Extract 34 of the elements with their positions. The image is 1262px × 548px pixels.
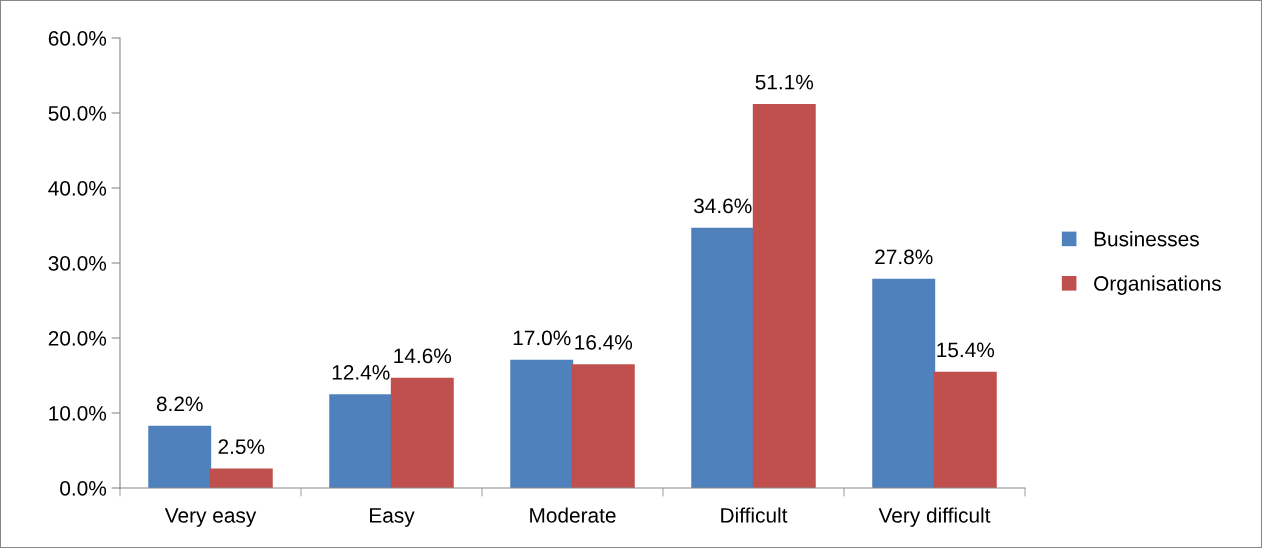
legend-label: Organisations bbox=[1094, 275, 1221, 295]
x-tick-label: Difficult bbox=[721, 507, 788, 523]
data-label: 17.0% bbox=[513, 330, 571, 346]
data-label: 12.4% bbox=[332, 365, 390, 380]
data-label: 14.6% bbox=[394, 348, 452, 364]
x-tick-label: Very easy bbox=[164, 508, 257, 527]
bar bbox=[872, 278, 936, 488]
data-label: 15.4% bbox=[937, 342, 995, 358]
bar bbox=[933, 371, 997, 488]
data-label: 8.2% bbox=[156, 396, 203, 412]
data-label: 27.8% bbox=[875, 249, 933, 265]
y-tick-label: 10.0% bbox=[49, 406, 107, 421]
bar bbox=[148, 425, 212, 488]
y-tick-label: 50.0% bbox=[48, 106, 107, 121]
bar bbox=[752, 104, 816, 488]
x-tick-label: Easy bbox=[370, 508, 415, 527]
data-label: 16.4% bbox=[575, 335, 633, 350]
bar bbox=[510, 359, 574, 488]
data-label: 2.5% bbox=[218, 439, 265, 455]
bar bbox=[571, 364, 635, 488]
y-tick-label: 40.0% bbox=[48, 181, 107, 196]
y-tick-label: 60.0% bbox=[48, 31, 107, 46]
bar bbox=[691, 227, 755, 488]
x-tick-label: Moderate bbox=[530, 507, 616, 523]
y-tick-label: 0.0% bbox=[60, 481, 107, 496]
x-tick-label: Very difficult bbox=[878, 507, 991, 527]
y-tick-label: 20.0% bbox=[48, 331, 107, 346]
legend-label: Businesses bbox=[1094, 231, 1199, 247]
y-tick-label: 30.0% bbox=[48, 256, 107, 271]
bar bbox=[390, 377, 454, 488]
bar bbox=[209, 468, 273, 488]
bar bbox=[329, 394, 393, 488]
data-label: 34.6% bbox=[693, 198, 752, 214]
data-label: 51.1% bbox=[755, 74, 814, 90]
